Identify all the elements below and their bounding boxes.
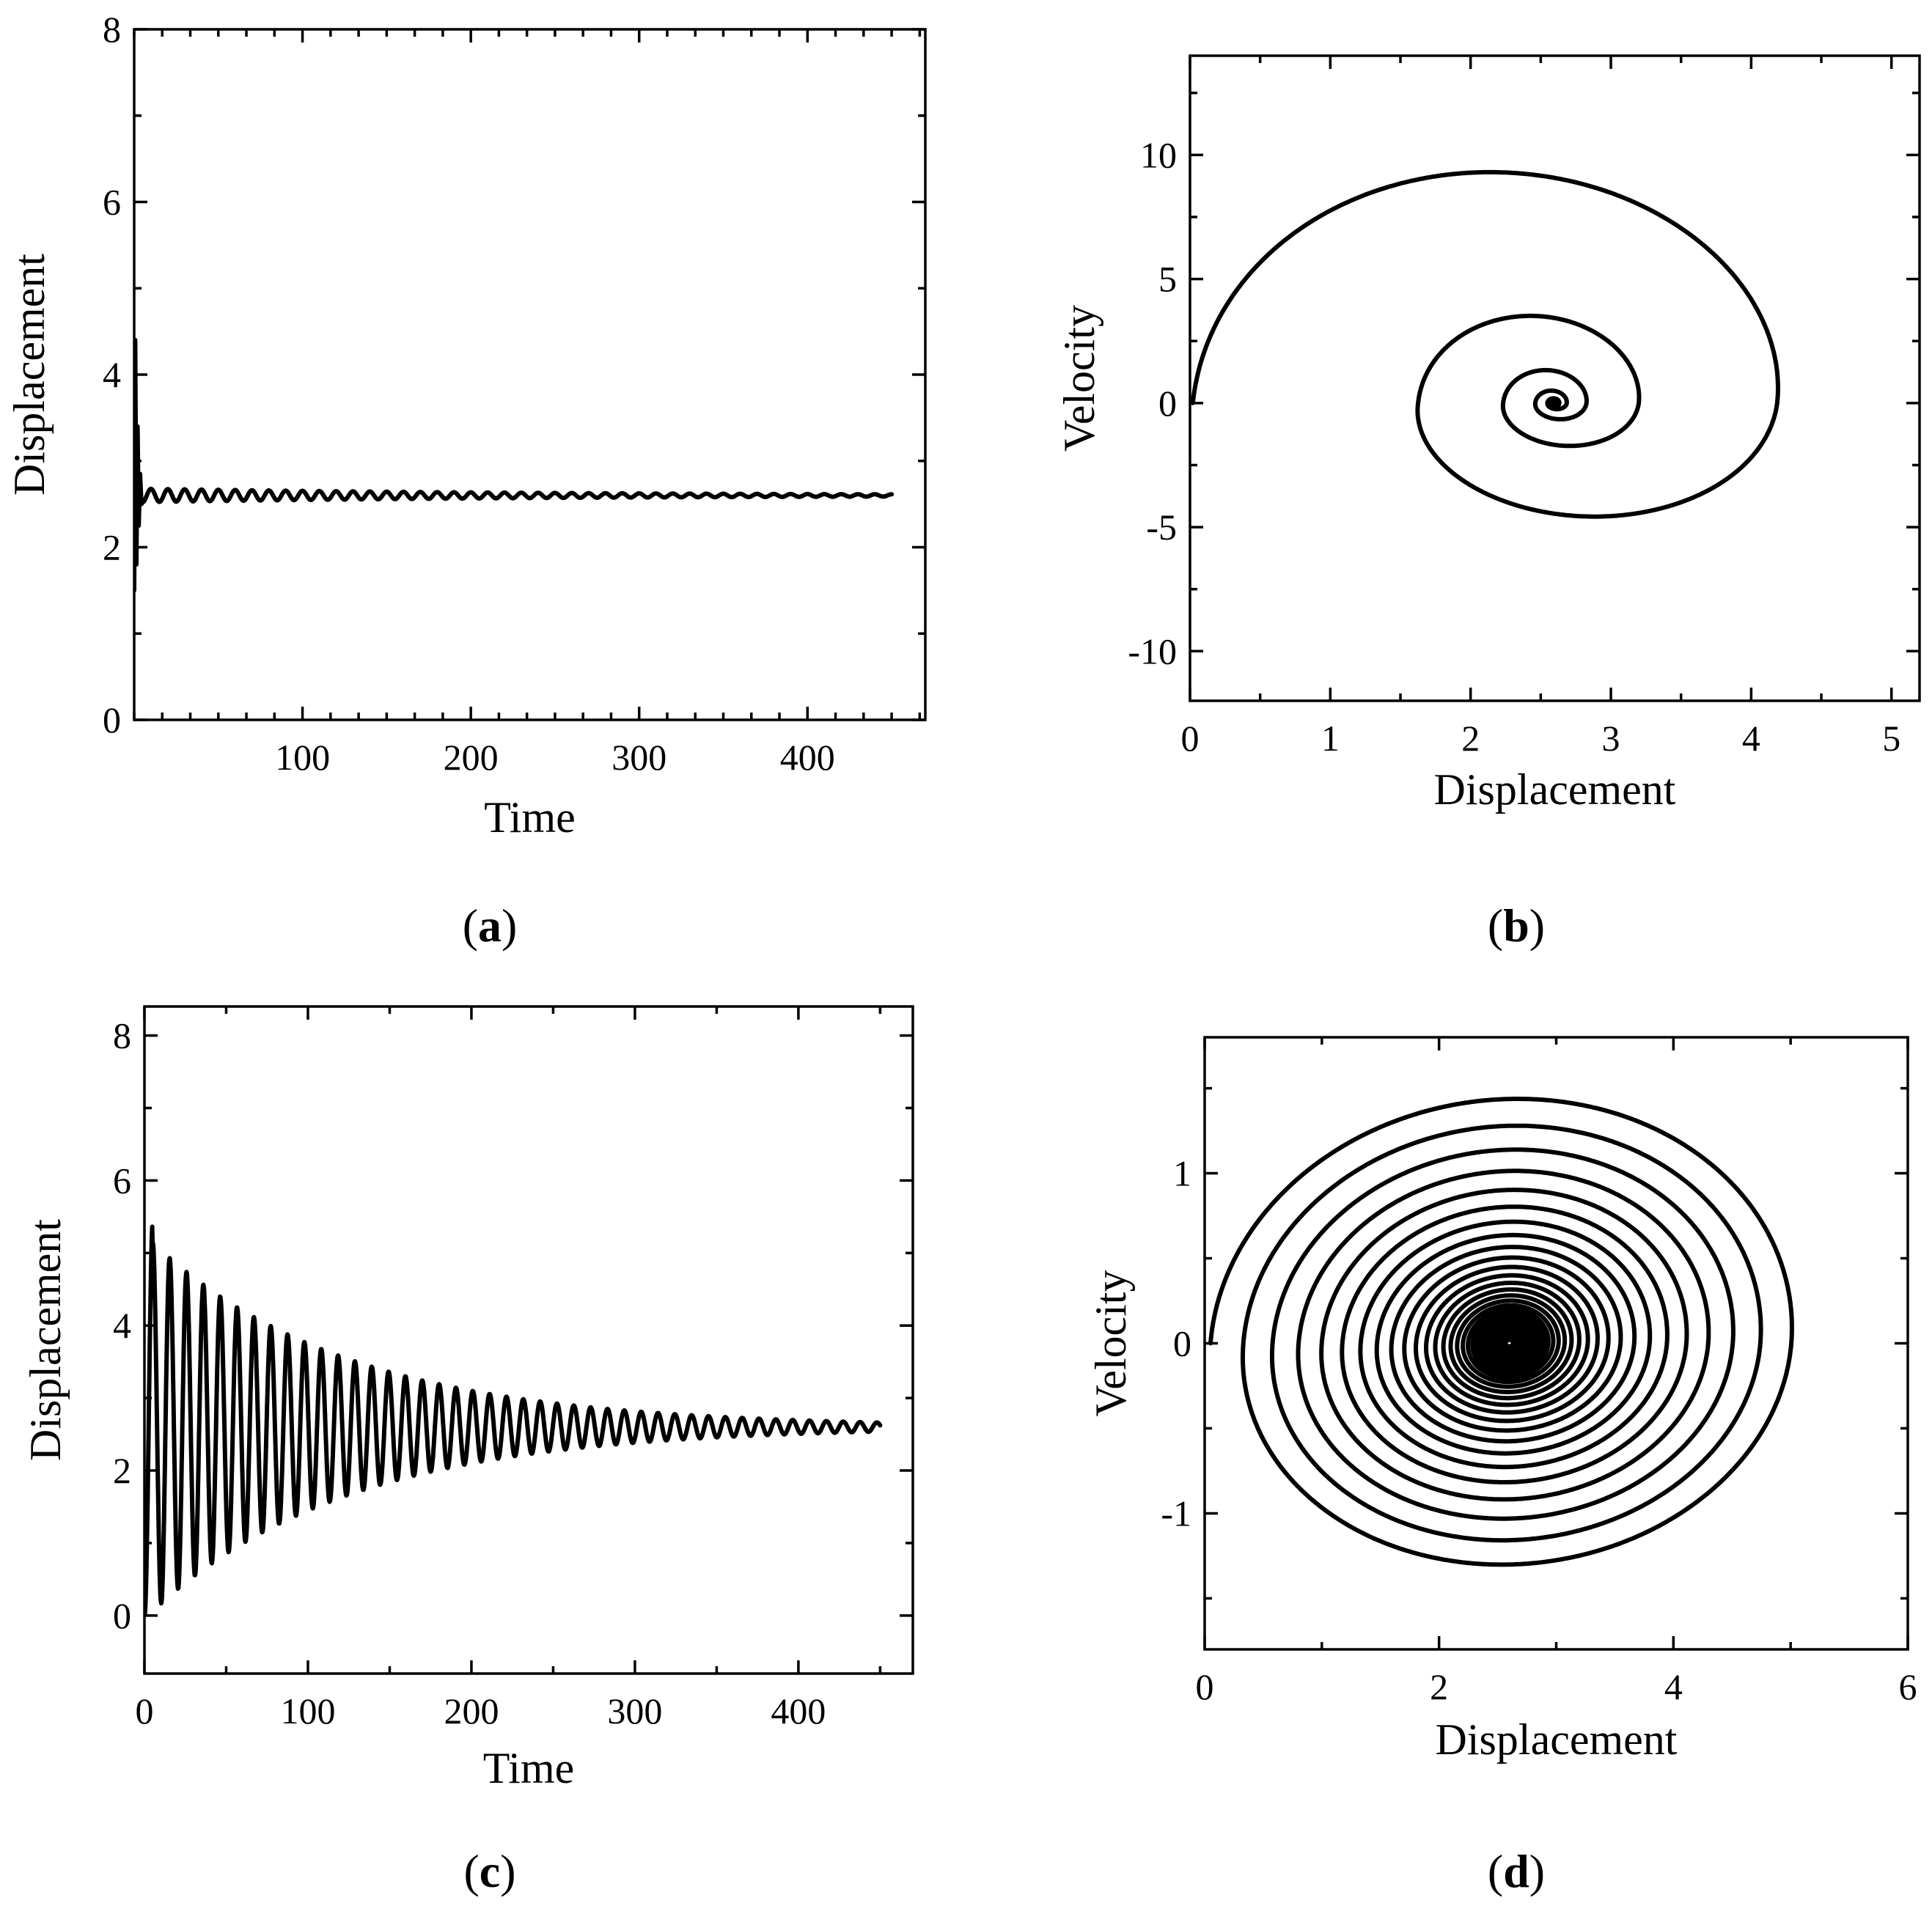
y-tick-label: 4 [103,354,121,395]
panel-c: 0 100 200 300 400 0 2 4 6 8 Time Displacement [21,1005,914,1792]
panel-label-d: (d) [1488,1845,1545,1897]
x-tick-label: 400 [771,1690,826,1731]
panel-b: 0 1 2 3 4 5 -10 -5 0 5 10 Displacement Velocity [1055,54,1921,814]
x-tick-label: 0 [1196,1666,1214,1707]
x-tick-label: 4 [1742,718,1760,759]
x-tick-label: 4 [1664,1666,1683,1707]
y-tick-label: -5 [1146,507,1177,548]
plot-frame [133,28,927,721]
x-tick-label: 400 [780,737,835,778]
y-axis-title: Velocity [1087,1270,1135,1417]
x-tick-label: 300 [611,737,666,778]
y-tick-label: -1 [1161,1492,1191,1534]
y-tick-label: 8 [113,1015,131,1056]
x-tick-label: 0 [1181,718,1200,759]
series-line [134,337,895,593]
x-axis-title: Time [484,793,576,842]
series-line [1208,1097,1794,1567]
y-tick-label: 6 [113,1160,131,1201]
y-tick-label: 0 [113,1595,131,1636]
y-tick-label: 2 [113,1450,131,1491]
x-tick-label: 100 [280,1690,335,1731]
y-tick-label: 5 [1158,259,1177,300]
y-tick-label: 6 [103,182,121,223]
x-tick-label: 200 [444,1690,499,1731]
y-tick-label: 2 [103,527,121,568]
y-axis-title: Displacement [21,1219,70,1461]
series-line [1190,169,1780,519]
y-tick-label: 0 [103,699,121,740]
x-tick-label: 1 [1321,718,1340,759]
plot-frame [143,1005,914,1675]
series-line [144,1224,883,1618]
panel-label-b: (b) [1488,899,1545,952]
y-tick-label: -10 [1128,630,1177,671]
x-tick-label: 6 [1899,1666,1917,1707]
x-tick-label: 0 [136,1690,154,1731]
equilibrium-point [1548,396,1562,410]
panel-label-c: (c) [463,1845,515,1897]
panel-label-a: (a) [463,899,518,952]
x-axis-title: Time [483,1744,575,1792]
y-tick-label: 8 [103,9,121,50]
x-axis-title: Displacement [1436,1715,1678,1764]
y-tick-label: 4 [113,1305,131,1346]
y-tick-label: 0 [1158,383,1177,424]
panel-a: 100 200 300 400 0 2 4 6 8 Time Displacement [5,9,927,842]
x-tick-label: 300 [607,1690,662,1731]
x-tick-label: 3 [1602,718,1620,759]
panel-d: 0 2 4 6 -1 0 1 Displacement Velocity [1087,1036,1917,1764]
x-tick-label: 5 [1882,718,1900,759]
y-axis-title: Displacement [5,254,54,496]
x-tick-label: 200 [444,737,499,778]
x-tick-label: 2 [1461,718,1480,759]
y-tick-label: 10 [1140,134,1177,175]
x-tick-label: 2 [1430,1666,1448,1707]
y-tick-label: 0 [1173,1323,1191,1364]
x-tick-label: 100 [275,737,330,778]
y-axis-title: Velocity [1055,305,1103,452]
plot-frame [1189,54,1921,702]
x-axis-title: Displacement [1434,765,1676,814]
y-tick-label: 1 [1173,1153,1191,1194]
